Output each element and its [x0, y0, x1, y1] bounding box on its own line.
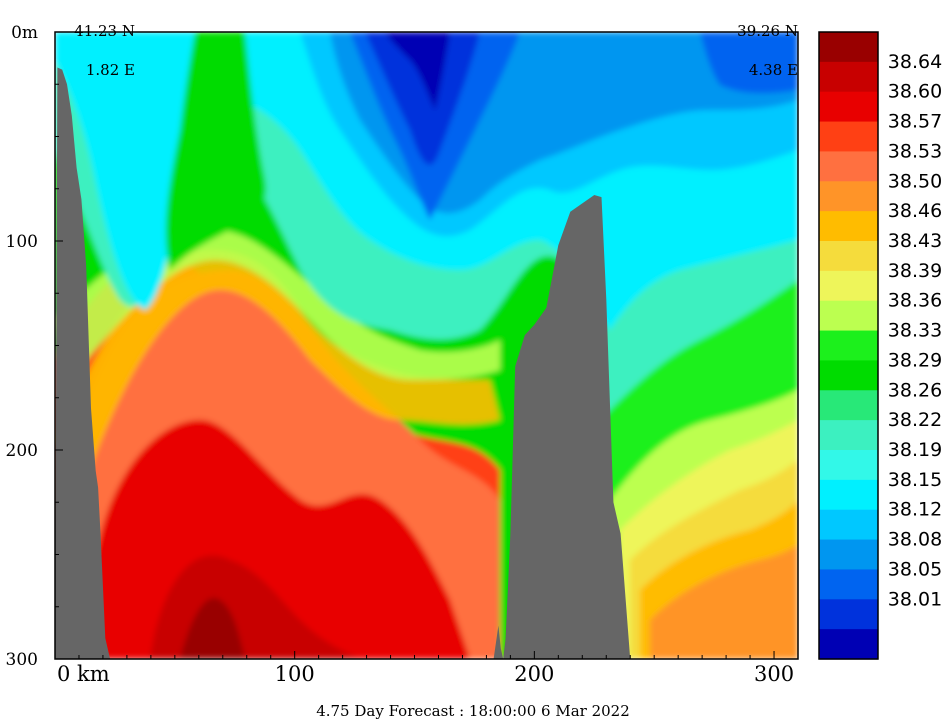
colorbar-swatch	[819, 539, 878, 571]
y-tick-label: 100	[6, 232, 38, 252]
colorbar-swatch	[819, 629, 878, 660]
colorbar-label: 38.19	[888, 439, 942, 461]
colorbar-label: 38.57	[888, 111, 942, 133]
start-lat: 41.23 N	[74, 22, 135, 40]
y-axis: 0m 100 200 300	[6, 23, 63, 670]
x-tick-label: 200	[514, 662, 554, 686]
seafloor-land-mask	[55, 67, 798, 659]
band-maroon	[180, 598, 245, 659]
y-tick-label: 300	[6, 650, 38, 670]
colorbar-swatch	[819, 211, 878, 242]
colorbar-swatch	[819, 330, 878, 362]
colorbar-label: 38.01	[888, 588, 942, 610]
band-orange-east	[650, 545, 798, 659]
colorbar-label: 38.64	[888, 51, 942, 73]
colorbar-swatch	[819, 360, 878, 391]
colorbar-label: 38.22	[888, 409, 942, 431]
end-location-label: 39.26 N 4.38 E	[722, 0, 798, 90]
band-darkblue	[365, 32, 480, 165]
colorbar-label: 38.12	[888, 499, 942, 521]
band-green-west	[165, 32, 266, 270]
colorbar-label: 38.08	[888, 529, 942, 551]
bathymetry	[55, 67, 798, 659]
end-lat: 39.26 N	[737, 22, 798, 40]
colorbar-label: 38.36	[888, 290, 942, 312]
colorbar-swatch	[819, 300, 878, 332]
colorbar-swatch	[819, 479, 878, 511]
colorbar-label: 38.05	[888, 558, 942, 580]
colorbar-label: 38.33	[888, 320, 942, 342]
colorbar-label: 38.60	[888, 81, 942, 103]
colorbar-swatch	[819, 181, 878, 212]
colorbar-label: 38.39	[888, 260, 942, 282]
colorbar-frame	[818, 31, 879, 660]
colorbar-swatch	[819, 151, 878, 182]
colorbar-swatch	[819, 420, 878, 451]
colorbar-swatch	[819, 241, 878, 272]
band-midblue-east	[700, 32, 798, 94]
colorbar-swatch	[819, 91, 878, 123]
y-tick-label: 200	[6, 441, 38, 461]
colorbar-swatch	[819, 121, 878, 153]
colorbar-swatch	[819, 270, 878, 302]
colorbar-label: 38.46	[888, 200, 942, 222]
colorbar-swatch	[819, 450, 878, 481]
colorbar-swatch	[819, 61, 878, 93]
colorbar-label: 38.29	[888, 349, 942, 371]
band-navy	[385, 32, 450, 110]
colorbar-swatch	[819, 390, 878, 421]
colorbar: 38.64 38.60 38.57 38.53 38.50 38.46 38.43 38.39…	[818, 31, 942, 660]
colorbar-swatch	[819, 599, 878, 630]
x-tick-label: 300	[754, 662, 794, 686]
colorbar-label: 38.43	[888, 230, 942, 252]
band-yellowgreen-west	[55, 230, 500, 380]
end-lon: 4.38 E	[748, 61, 798, 79]
colorbar-label: 38.50	[888, 170, 942, 192]
x-tick-label: 0 km	[57, 662, 110, 686]
y-tick-label: 0m	[11, 23, 38, 43]
start-lon: 1.82 E	[85, 61, 135, 79]
x-tick-label: 100	[275, 662, 315, 686]
colorbar-swatch	[819, 32, 878, 63]
colorbar-swatch	[819, 509, 878, 541]
heatmap-field	[55, 32, 798, 659]
forecast-caption: 4.75 Day Forecast : 18:00:00 6 Mar 2022	[316, 702, 630, 720]
colorbar-label: 38.26	[888, 379, 942, 401]
start-location-label: 41.23 N 1.82 E	[60, 0, 135, 90]
x-axis: 0 km 100 200 300	[54, 651, 794, 686]
colorbar-swatch	[819, 569, 878, 600]
colorbar-label: 38.15	[888, 469, 942, 491]
colorbar-label: 38.53	[888, 140, 942, 162]
band-yellow-west	[55, 250, 500, 470]
